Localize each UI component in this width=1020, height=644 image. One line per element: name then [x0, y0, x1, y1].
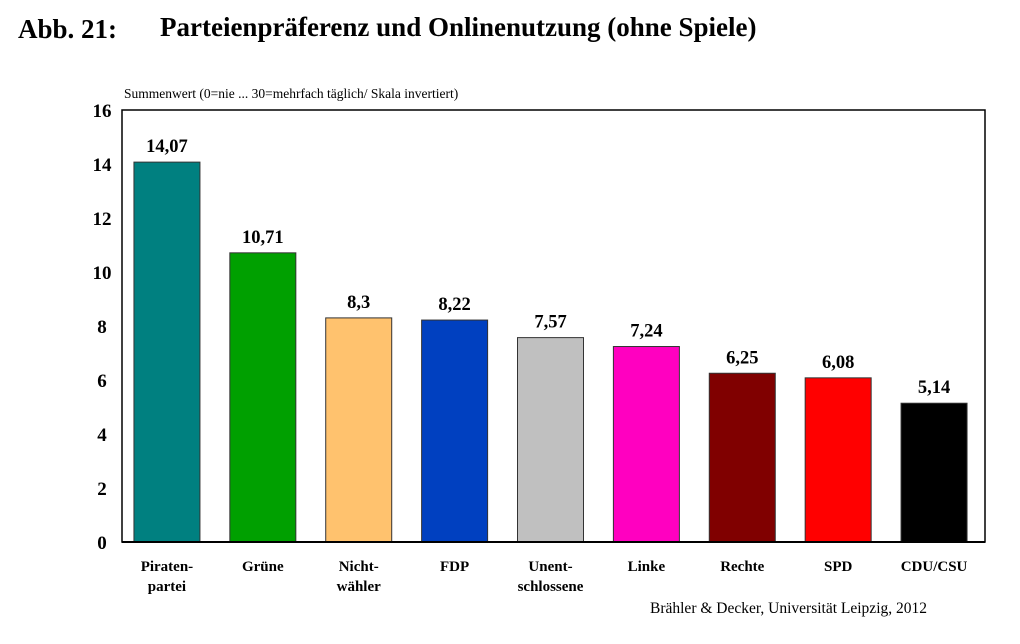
bar — [421, 319, 489, 543]
x-tick-label: Grüne — [242, 559, 284, 575]
y-axis-label: Summenwert (0=nie ... 30=mehrfach täglic… — [124, 86, 459, 101]
y-tick-label: 8 — [97, 317, 107, 338]
y-tick-label: 14 — [93, 155, 113, 176]
x-tick-label: Rechte — [720, 559, 764, 575]
chart-title: Parteienpräferenz und Onlinenutzung (ohn… — [160, 12, 757, 42]
x-tick-label: SPD — [824, 559, 853, 575]
data-label: 6,08 — [822, 353, 854, 373]
data-label: 8,22 — [438, 295, 470, 315]
source-note: Brähler & Decker, Universität Leipzig, 2… — [650, 600, 927, 617]
y-tick-label: 0 — [97, 533, 107, 554]
data-label: 5,14 — [918, 378, 950, 398]
bar — [325, 317, 393, 543]
x-tick-label: Linke — [628, 559, 666, 575]
figure-label: Abb. 21: — [18, 14, 118, 44]
y-tick-label: 6 — [97, 371, 107, 392]
x-tick-label: Piraten-partei — [141, 559, 193, 595]
data-label: 10,71 — [242, 228, 284, 248]
data-label: 7,57 — [534, 313, 566, 333]
bar — [900, 402, 968, 543]
data-label: 14,07 — [146, 137, 188, 157]
y-tick-label: 16 — [93, 101, 112, 122]
bar — [612, 346, 680, 543]
bar — [804, 377, 872, 543]
x-tick-label: CDU/CSU — [901, 559, 968, 575]
y-tick-label: 4 — [97, 425, 107, 446]
bar — [517, 337, 584, 543]
x-tick-label: FDP — [440, 559, 469, 575]
data-label: 7,24 — [630, 322, 662, 342]
y-tick-label: 2 — [97, 479, 107, 500]
bar — [229, 252, 297, 543]
y-tick-label: 10 — [93, 263, 112, 284]
y-tick-label: 12 — [93, 209, 112, 230]
data-label: 8,3 — [347, 293, 370, 313]
x-tick-label: Unent-schlossene — [518, 559, 584, 595]
x-tick-label: Nicht-wähler — [337, 559, 382, 595]
data-label: 6,25 — [726, 348, 758, 368]
bar — [133, 161, 201, 543]
bar — [708, 372, 776, 543]
